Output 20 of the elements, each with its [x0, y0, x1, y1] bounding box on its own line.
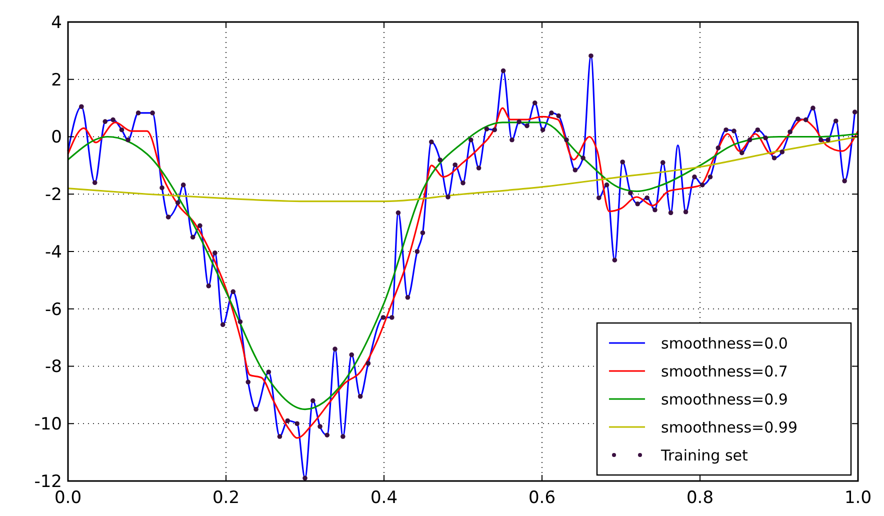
y-tick-label: -8: [45, 357, 62, 378]
legend-label: smoothness=0.7: [661, 362, 788, 380]
x-tick-label: 0.2: [212, 488, 240, 508]
y-tick-label: 2: [51, 70, 62, 90]
legend-label: smoothness=0.9: [661, 390, 788, 408]
line-series: [67, 136, 859, 202]
x-tick-label: 0.8: [686, 488, 714, 508]
y-tick-label: -2: [45, 185, 62, 206]
y-tick-label: -4: [45, 242, 62, 262]
x-tick-label: 0.4: [370, 488, 398, 508]
x-tick-label: 1.0: [844, 488, 872, 508]
y-tick-label: -10: [34, 414, 62, 435]
legend-label: smoothness=0.99: [661, 418, 798, 436]
y-tick-label: 4: [51, 12, 62, 33]
y-tick-label: -6: [45, 300, 62, 320]
legend-label: Training set: [660, 446, 748, 464]
y-tick-label: 0: [51, 128, 62, 148]
x-tick-label: 0.0: [54, 488, 82, 508]
x-tick-label: 0.6: [528, 488, 556, 508]
legend-label: smoothness=0.0: [661, 334, 788, 352]
